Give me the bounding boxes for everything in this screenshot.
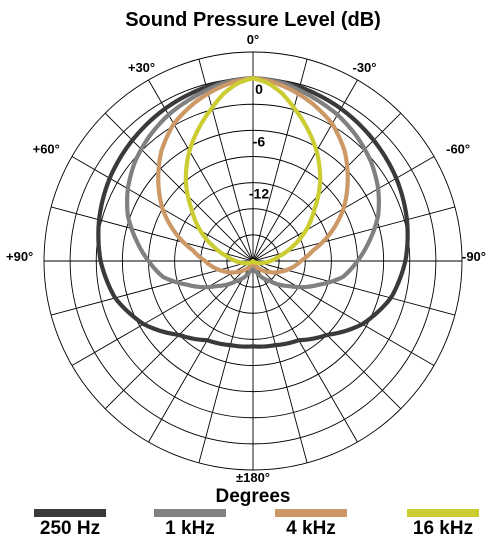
ring-labels: 0 -6 -12 bbox=[249, 81, 269, 202]
legend-swatch bbox=[154, 509, 226, 517]
angle-tick-label: +90° bbox=[6, 249, 33, 264]
legend-label: 250 Hz bbox=[40, 518, 100, 538]
angle-labels: 0° -30° -60° -90° ±180° +90° +60° +30° bbox=[6, 32, 486, 485]
legend-label: 16 kHz bbox=[413, 518, 473, 538]
angle-tick-label: -30° bbox=[353, 60, 377, 75]
legend-label: 4 kHz bbox=[286, 518, 336, 538]
angle-tick-label: -60° bbox=[446, 142, 470, 157]
legend-swatch bbox=[34, 509, 106, 517]
radial-tick-label: 0 bbox=[255, 81, 263, 97]
legend-swatch bbox=[275, 509, 347, 517]
x-axis-label: Degrees bbox=[216, 486, 291, 507]
chart-title: Sound Pressure Level (dB) bbox=[125, 9, 381, 31]
radial-tick-label: -6 bbox=[253, 133, 266, 149]
angle-tick-label: ±180° bbox=[236, 470, 270, 485]
series-curve-16-khz bbox=[183, 76, 323, 266]
legend: 250 Hz 1 kHz 4 kHz 16 kHz bbox=[34, 509, 479, 538]
angle-tick-label: -90° bbox=[462, 249, 486, 264]
legend-swatch bbox=[407, 509, 479, 517]
series-layer bbox=[96, 76, 410, 349]
legend-label: 1 kHz bbox=[165, 518, 215, 538]
angle-tick-label: +60° bbox=[33, 142, 60, 157]
angle-tick-label: 0° bbox=[247, 32, 259, 47]
radial-tick-label: -12 bbox=[249, 186, 269, 202]
angle-tick-label: +30° bbox=[128, 60, 155, 75]
